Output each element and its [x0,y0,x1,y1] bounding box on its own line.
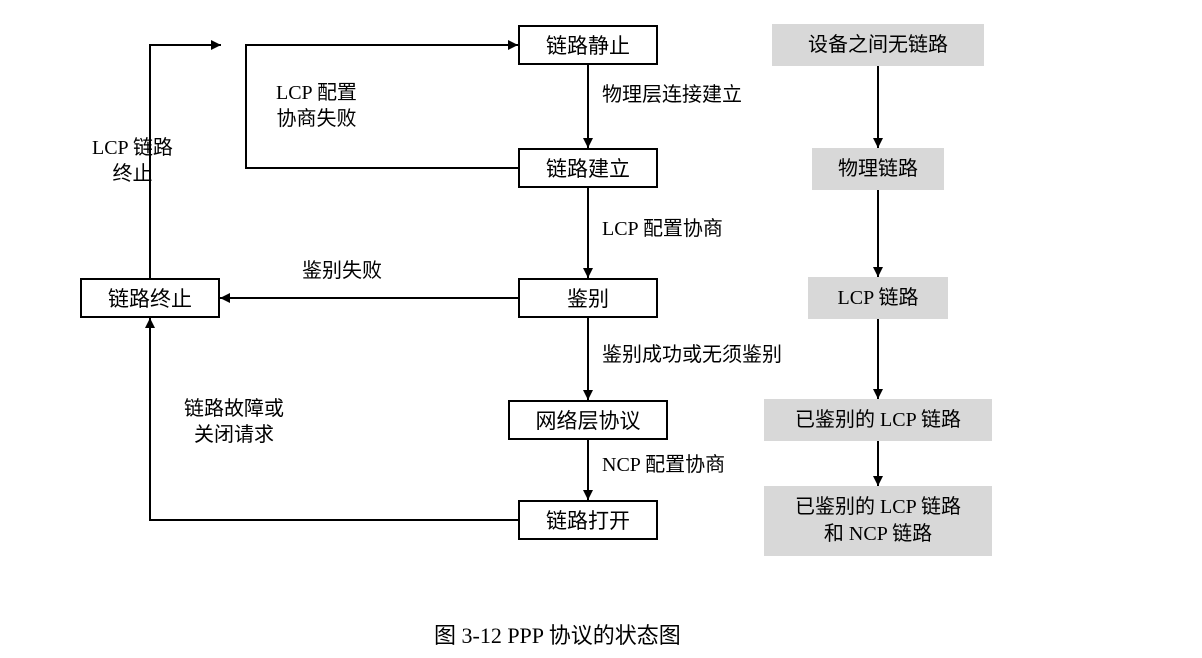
node-link-dead: 链路静止 [518,25,658,65]
node-link-establish: 链路建立 [518,148,658,188]
shade-auth-lcp: 已鉴别的 LCP 链路 [764,399,992,441]
edges-layer [0,0,1202,658]
label-ncp-negotiate: NCP 配置协商 [602,452,725,478]
node-network-layer: 网络层协议 [508,400,668,440]
node-authentication: 鉴别 [518,278,658,318]
shade-auth-lcp-ncp: 已鉴别的 LCP 链路 和 NCP 链路 [764,486,992,556]
label-lcp-negotiate: LCP 配置协商 [602,216,723,242]
shade-lcp-link: LCP 链路 [808,277,948,319]
label-auth-fail: 鉴别失败 [302,258,382,284]
node-link-open: 链路打开 [518,500,658,540]
shade-no-link: 设备之间无链路 [772,24,984,66]
node-link-terminate: 链路终止 [80,278,220,318]
label-link-fault: 链路故障或 关闭请求 [184,396,284,448]
label-lcp-fail: LCP 配置 协商失败 [276,80,357,132]
label-lcp-terminate: LCP 链路 终止 [92,135,173,187]
label-phys-connect: 物理层连接建立 [602,82,742,108]
shade-phys-link: 物理链路 [812,148,944,190]
figure-caption: 图 3-12 PPP 协议的状态图 [434,618,681,650]
label-auth-success: 鉴别成功或无须鉴别 [602,342,782,368]
